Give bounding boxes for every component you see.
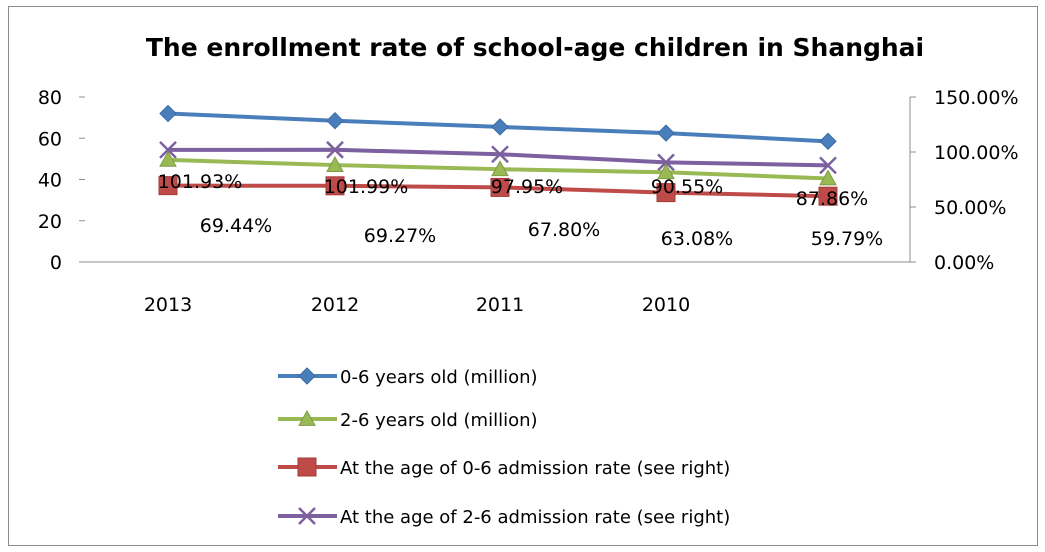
- point-x-stroke: [819, 156, 837, 175]
- x-tick-label: 2011: [476, 294, 524, 316]
- legend-item-2-6-years-old-million: 2-6 years old (million): [278, 409, 538, 431]
- point-diamond: [326, 112, 344, 130]
- point-diamond: [491, 118, 509, 136]
- point-x-stroke: [491, 145, 509, 164]
- legend-label: 2-6 years old (million): [340, 410, 538, 431]
- point-x-stroke: [657, 153, 675, 172]
- point-square: [656, 183, 676, 203]
- y-right-tick-label: 0.00%: [934, 252, 994, 274]
- chart-series: [158, 104, 838, 206]
- point-diamond: [298, 367, 316, 385]
- point-square: [158, 176, 178, 196]
- series-0-6-years-old-million: [159, 104, 837, 151]
- point-x: [819, 156, 837, 175]
- data-label: 59.79%: [811, 228, 883, 250]
- point-triangle: [298, 409, 316, 426]
- y-right-tick-label: 150.00%: [934, 87, 1019, 109]
- legend-item-0-6-years-old-million: 0-6 years old (million): [278, 367, 538, 388]
- point-x-stroke: [326, 140, 344, 159]
- y-left-tick-label: 40: [38, 170, 62, 192]
- chart-data-labels: 101.93% 101.99% 97.95% 90.55% 87.86% 69.44% 69…: [158, 171, 884, 250]
- x-tick-label: 2012: [311, 294, 359, 316]
- y-left-tick-label: 80: [38, 87, 62, 109]
- y-right-tick-label: 100.00%: [934, 142, 1019, 164]
- point-square: [325, 176, 345, 196]
- legend-label: At the age of 0-6 admission rate (see ri…: [340, 458, 730, 479]
- point-x-stroke: [159, 140, 177, 159]
- data-label: 101.93%: [158, 171, 243, 193]
- point-triangle: [159, 150, 177, 167]
- data-label: 69.27%: [364, 225, 436, 247]
- point-x: [657, 153, 675, 172]
- y-right-tick-label: 50.00%: [934, 197, 1006, 219]
- series-2-6-years-old-million: [159, 150, 837, 186]
- chart-frame: [8, 6, 1038, 546]
- chart-title: The enrollment rate of school-age childr…: [146, 33, 924, 62]
- data-label: 69.44%: [200, 215, 272, 237]
- point-x-stroke: [298, 507, 316, 525]
- point-x: [491, 145, 509, 164]
- point-triangle: [819, 169, 837, 186]
- y-left-tick-label: 0: [50, 252, 62, 274]
- point-x: [298, 507, 316, 525]
- point-x: [159, 140, 177, 159]
- legend-label: At the age of 2-6 admission rate (see ri…: [340, 507, 730, 528]
- point-square: [818, 186, 838, 206]
- x-tick-label: 2013: [144, 294, 192, 316]
- point-triangle: [491, 160, 509, 177]
- point-diamond: [819, 132, 837, 151]
- point-diamond: [159, 104, 177, 123]
- point-triangle: [657, 163, 675, 180]
- legend-label: 0-6 years old (million): [340, 367, 538, 388]
- data-label: 101.99%: [324, 176, 409, 198]
- point-triangle: [326, 156, 344, 172]
- data-label: 67.80%: [528, 219, 600, 241]
- data-label: 90.55%: [651, 176, 723, 198]
- data-label: 63.08%: [661, 228, 733, 250]
- series-at-the-age-of-0-6-admission-rate-see-right: [158, 176, 838, 206]
- point-x: [326, 140, 344, 159]
- legend-item-at-the-age-of-0-6-admission-rate-see-right: At the age of 0-6 admission rate (see ri…: [278, 457, 730, 479]
- data-label: 97.95%: [491, 176, 563, 198]
- data-label: 87.86%: [796, 188, 868, 210]
- point-square: [490, 177, 510, 197]
- legend-item-at-the-age-of-2-6-admission-rate-see-right: At the age of 2-6 admission rate (see ri…: [278, 507, 730, 528]
- y-left-tick-label: 20: [38, 211, 62, 233]
- series-at-the-age-of-2-6-admission-rate-see-right: [159, 140, 837, 175]
- point-square: [297, 457, 317, 477]
- point-diamond: [657, 124, 675, 142]
- y-left-tick-label: 60: [38, 128, 62, 150]
- x-tick-label: 2010: [642, 294, 690, 316]
- chart-axes: 0 20 40 60 80 0.00% 50.00% 100.00% 150.00% 2013 20…: [38, 87, 1019, 316]
- chart-legend: 0-6 years old (million) 2-6 years old (mi…: [278, 367, 730, 528]
